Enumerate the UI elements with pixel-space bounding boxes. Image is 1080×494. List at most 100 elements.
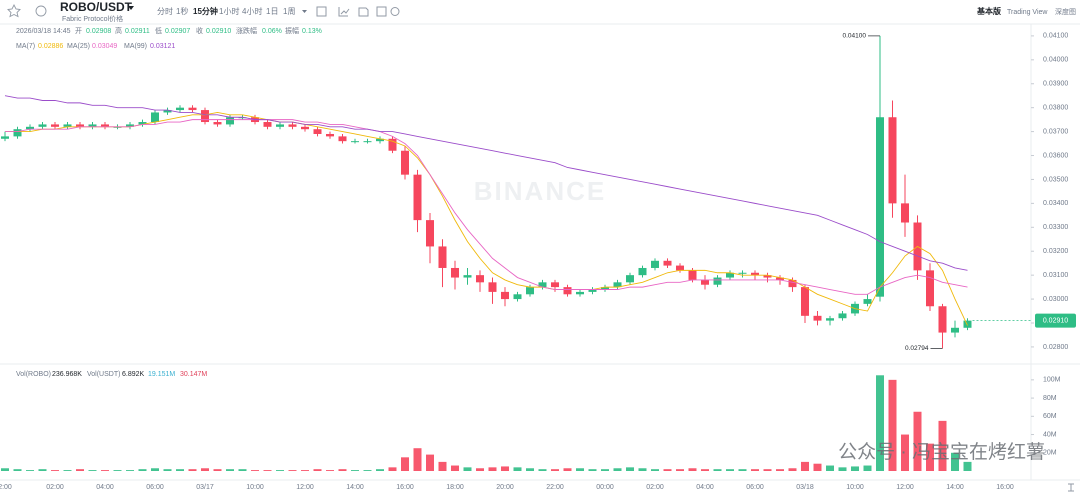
volume-bar <box>901 434 909 471</box>
volume-bar <box>801 461 809 471</box>
x-tick-label: 2:00 <box>0 484 12 491</box>
volume-bar <box>438 461 447 471</box>
scale-icon[interactable] <box>1068 483 1074 492</box>
volume-bar <box>213 469 222 471</box>
x-tick-label: 03/18 <box>796 484 814 491</box>
coin-icon <box>35 5 47 17</box>
x-tick-label: 03/17 <box>196 484 214 491</box>
x-tick-label: 12:00 <box>296 484 314 491</box>
annotation-label: 0.04100 <box>843 33 867 40</box>
candle-body <box>176 107 184 111</box>
ma-legend-name: MA(99) <box>124 43 147 50</box>
interval[interactable]: 1秒 <box>176 6 188 16</box>
candle-body <box>601 287 609 290</box>
volume-bar <box>813 463 822 471</box>
x-tick-label: 10:00 <box>846 484 864 491</box>
volume-bar <box>276 470 284 471</box>
interval[interactable]: 4小时 <box>242 6 262 16</box>
volume-bar <box>638 468 647 471</box>
candle-body <box>951 327 959 333</box>
pair-dropdown[interactable] <box>128 6 134 10</box>
info-label: 开 <box>75 27 82 35</box>
candle-body <box>113 126 122 128</box>
candle-body <box>613 282 622 288</box>
candle-body <box>288 124 297 127</box>
volume-bar <box>851 466 859 471</box>
volume-bar <box>563 468 572 471</box>
interval[interactable]: 1日 <box>266 7 278 16</box>
candle-body <box>751 272 759 276</box>
y-tick-label: 0.03900 <box>1043 81 1068 88</box>
info-label: 振幅 <box>285 26 299 35</box>
last-price-label: 0.02910 <box>1043 317 1068 324</box>
y-tick-label: 0.03400 <box>1043 200 1068 207</box>
settings-icon[interactable] <box>390 7 400 16</box>
favorite-icon[interactable] <box>7 3 21 18</box>
info-value: 0.02907 <box>165 28 190 35</box>
interval[interactable]: 1周 <box>283 7 295 16</box>
y-tick-label: 0.02800 <box>1043 344 1068 351</box>
volume-bar <box>651 469 659 471</box>
candle-body <box>188 107 197 111</box>
tool-icon[interactable] <box>358 7 369 17</box>
volume-bar <box>238 469 247 471</box>
x-tick-label: 00:00 <box>596 484 614 491</box>
view-tab-active[interactable]: 基本版 <box>976 6 1001 16</box>
candle-body <box>401 150 409 175</box>
interval-dropdown[interactable] <box>302 10 307 13</box>
volume-bar <box>913 411 922 471</box>
candle-body <box>101 124 109 127</box>
plot: 0.028000.029000.030000.031000.032000.033… <box>0 33 1076 491</box>
candle-body <box>88 124 97 127</box>
x-tick-label: 06:00 <box>146 484 164 491</box>
info-label: 收 <box>196 26 203 35</box>
x-tick-label: 06:00 <box>746 484 764 491</box>
interval[interactable]: 分时 <box>157 6 173 16</box>
candle-body <box>51 124 59 127</box>
interval[interactable]: 1小时 <box>219 6 239 16</box>
interval-active[interactable]: 15分钟 <box>193 6 218 16</box>
volume-bar <box>401 457 409 471</box>
candle-body <box>526 287 534 295</box>
candle-body <box>551 282 559 288</box>
view-tab[interactable]: 深度图 <box>1055 7 1076 16</box>
y-tick-label: 0.04100 <box>1043 33 1068 40</box>
info-value: 0.06% <box>262 28 282 35</box>
volume-bar <box>951 452 959 471</box>
x-tick-label: 18:00 <box>446 484 464 491</box>
ma-line <box>5 119 968 295</box>
volume-bar <box>288 470 297 471</box>
candle-body <box>13 129 22 137</box>
volume-bar <box>363 470 372 471</box>
volume-bar <box>163 469 172 471</box>
ma-legend-name: MA(25) <box>67 43 90 50</box>
tool-icon[interactable] <box>376 6 387 17</box>
candle-body <box>838 313 847 319</box>
candle-body <box>676 265 684 271</box>
candle-body <box>388 138 397 151</box>
tool-icon[interactable] <box>338 7 350 17</box>
volume-bar <box>726 469 734 471</box>
candle-body <box>763 275 772 278</box>
info-label: 高 <box>115 26 122 35</box>
candle-body <box>888 117 897 204</box>
view-tab[interactable]: Trading View <box>1007 9 1048 16</box>
volume-bar <box>738 469 747 471</box>
volume-tick-label: 20M <box>1043 450 1057 457</box>
ma-legend-value: 0.03121 <box>150 43 175 50</box>
candle-body <box>726 272 734 278</box>
volume-bar <box>1 468 9 471</box>
ma-line <box>4 95 968 271</box>
volume-bar <box>376 469 384 471</box>
volume-bar <box>538 469 547 471</box>
volume-bar <box>463 467 472 471</box>
volume-bar <box>601 469 609 471</box>
tool-icon[interactable] <box>316 6 327 17</box>
x-tick-label: 22:00 <box>546 484 564 491</box>
candle-body <box>876 117 884 297</box>
volume-legend-value: 19.151M <box>148 371 175 378</box>
y-tick-label: 0.03800 <box>1043 105 1068 112</box>
pair[interactable]: ROBO/USDT <box>60 0 133 14</box>
